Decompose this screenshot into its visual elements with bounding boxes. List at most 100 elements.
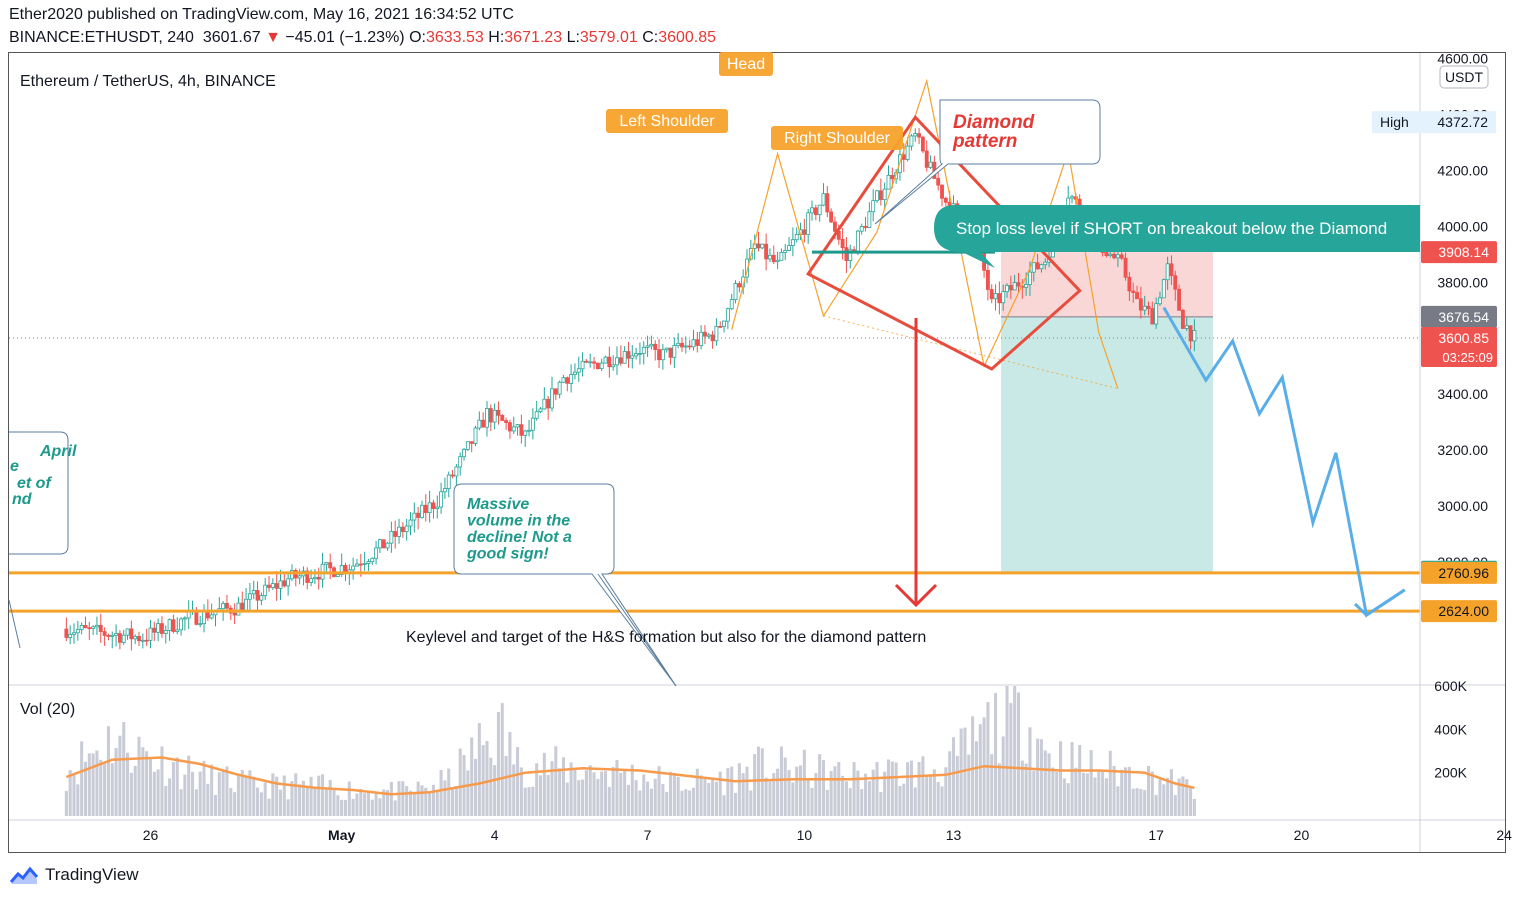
volume-bar — [844, 781, 848, 816]
volume-bar — [554, 746, 558, 816]
volume-bar — [87, 753, 91, 816]
candle-body — [244, 598, 249, 612]
left-callout-fragment: et of — [17, 475, 52, 492]
candle-body — [328, 562, 333, 569]
volume-bar — [997, 763, 1001, 816]
volume-bar — [110, 763, 114, 816]
candle-body — [450, 474, 455, 477]
candle-body — [446, 474, 451, 490]
y-tick-label: 4600.00 — [1437, 51, 1488, 67]
candle-body — [83, 625, 88, 629]
candle-body — [259, 595, 264, 601]
volume-bar — [129, 772, 133, 816]
volume-bar — [493, 765, 497, 816]
candle-body — [844, 247, 849, 261]
candle-body — [381, 539, 386, 549]
volume-bar — [137, 736, 141, 816]
candle-body — [171, 619, 176, 632]
candle-body — [1161, 279, 1166, 299]
price-label-value: 2624.00 — [1438, 603, 1489, 619]
candle-body — [576, 368, 581, 373]
volume-bar — [282, 775, 286, 816]
volume-bar — [799, 765, 803, 816]
symbol-label: BINANCE:ETHUSDT, 240 — [9, 29, 194, 46]
volume-bar — [489, 757, 493, 816]
candle-body — [928, 161, 933, 168]
candle-body — [362, 562, 367, 565]
volume-bar — [321, 774, 325, 816]
volume-bar — [592, 772, 596, 816]
volume-bar — [420, 785, 424, 816]
volume-bar — [1143, 790, 1147, 816]
volume-bar — [240, 769, 244, 816]
volume-bar — [600, 771, 604, 816]
chart-title: Ethereum / TetherUS, 4h, BINANCE — [20, 73, 276, 90]
candle-body — [496, 409, 501, 416]
candle-body — [917, 133, 922, 138]
volume-bar — [210, 764, 214, 816]
candle-body — [668, 347, 673, 358]
candle-body — [886, 174, 891, 190]
volume-bar — [611, 766, 615, 816]
candle-body — [660, 349, 665, 361]
volume-bar — [428, 791, 432, 816]
volume-bar — [496, 712, 500, 816]
projection-arrow-head — [1353, 588, 1406, 618]
volume-bar — [1146, 765, 1151, 816]
volume-bar — [1135, 788, 1139, 816]
candle-body — [335, 574, 340, 577]
x-tick-label: 7 — [644, 827, 652, 843]
candle-body — [393, 531, 398, 537]
volume-bar — [1124, 767, 1128, 816]
volume-bar — [638, 790, 642, 816]
volume-bar — [133, 765, 137, 816]
y-tick-label: 4000.00 — [1437, 218, 1488, 234]
volume-bar — [393, 800, 397, 816]
volume-bar — [473, 758, 478, 816]
volume-bar — [894, 762, 898, 816]
candle-body — [638, 353, 642, 355]
candle-body — [1180, 309, 1185, 329]
footer-brand[interactable]: TradingView — [9, 865, 139, 885]
candle-body — [664, 347, 669, 351]
stop-loss-zone — [1001, 252, 1213, 317]
candle-body — [355, 563, 359, 567]
candle-body — [507, 422, 512, 432]
candle-body — [79, 625, 84, 631]
volume-bar — [83, 761, 88, 816]
currency-badge[interactable] — [1439, 65, 1489, 89]
candle-body — [993, 293, 998, 300]
volume-bar — [294, 773, 298, 816]
volume-bar — [363, 793, 367, 816]
candle-body — [1028, 271, 1032, 285]
volume-bar — [477, 723, 481, 816]
change-value: −45.01 (−1.23%) — [285, 29, 405, 46]
volume-bar — [779, 746, 783, 816]
target-arrow-head — [894, 583, 938, 608]
candle-body — [68, 633, 73, 638]
volume-bar — [95, 750, 99, 816]
volume-bar — [225, 766, 229, 816]
volume-bar — [603, 771, 608, 816]
volume-bar — [814, 773, 818, 816]
candle-body — [924, 150, 929, 168]
volume-bar — [298, 784, 302, 816]
candle-body — [580, 360, 585, 370]
volume-bar — [810, 787, 814, 816]
candle-body — [687, 345, 692, 348]
candle-body — [1024, 284, 1029, 288]
volume-bar — [921, 756, 925, 816]
left-callout-fragment: April — [39, 443, 77, 460]
volume-bar — [1177, 778, 1181, 816]
candle-body — [1135, 292, 1139, 300]
volume-bar — [886, 759, 891, 816]
candle-body — [840, 238, 845, 249]
candle-body — [72, 632, 76, 635]
candle-body — [821, 193, 826, 206]
candle-body — [794, 234, 799, 241]
volume-bar — [1001, 736, 1005, 816]
volume-bar — [531, 786, 535, 816]
volume-bar — [1139, 789, 1143, 816]
candle-body — [106, 635, 111, 637]
